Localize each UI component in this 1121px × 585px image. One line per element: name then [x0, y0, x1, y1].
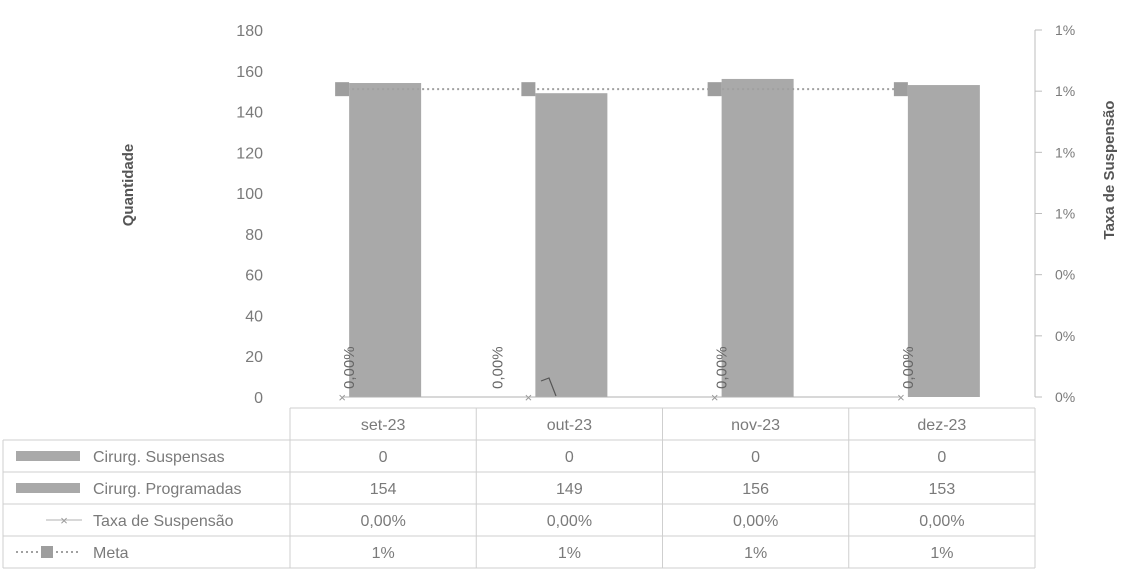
meta-marker — [893, 82, 908, 97]
lines-group: × × × × — [335, 82, 908, 405]
y-left-tick-label: 140 — [236, 105, 263, 122]
x-category-label: nov-23 — [731, 417, 780, 434]
table-cell-value: 1% — [744, 545, 767, 562]
table-cell-value: 0 — [379, 449, 388, 466]
bar-cirurg-programadas — [721, 78, 794, 397]
y-left-tick-label: 160 — [236, 64, 263, 81]
table-cell-value: 0,00% — [360, 513, 405, 530]
legend-series-name: Meta — [93, 545, 129, 562]
y-right-tick-label: 1% — [1055, 22, 1075, 38]
y-left-tick-label: 100 — [236, 186, 263, 203]
y-right-tick-label: 1% — [1055, 144, 1075, 160]
y-right-tick-label: 1% — [1055, 206, 1075, 222]
legend-key-bar — [16, 483, 80, 493]
axes-group: 0 20 40 60 80 100 120 140 160 180 Quantidade 0% 0% 0%… — [120, 22, 1118, 407]
table-cell-value: 154 — [370, 481, 397, 498]
taxa-data-label: 0,00% — [489, 346, 506, 389]
table-cell-value: 153 — [929, 481, 956, 498]
taxa-data-label: 0,00% — [900, 346, 917, 389]
y-left-tick-label: 20 — [245, 349, 263, 366]
legend-series-name: Taxa de Suspensão — [93, 513, 234, 530]
taxa-marker: × — [525, 390, 533, 405]
legend-series-name: Cirurg. Suspensas — [93, 449, 225, 466]
y-right-tick-label: 0% — [1055, 389, 1075, 405]
x-category-label: out-23 — [547, 417, 592, 434]
legend-series-name: Cirurg. Programadas — [93, 481, 242, 498]
meta-marker — [521, 82, 536, 97]
legend-key-marker: × — [60, 513, 68, 528]
legend-key-marker — [41, 546, 53, 558]
y-left-tick-label: 0 — [254, 390, 263, 407]
taxa-data-label: 0,00% — [341, 346, 358, 389]
data-label-leader — [540, 377, 557, 397]
bar-cirurg-programadas — [535, 93, 608, 397]
y-left-tick-label: 60 — [245, 268, 263, 285]
table-cell-value: 1% — [372, 545, 395, 562]
y-left-tick-label: 80 — [245, 227, 263, 244]
table-cell-value: 0 — [751, 449, 760, 466]
y-left-axis-title: Quantidade — [120, 144, 137, 227]
y-left-tick-label: 120 — [236, 145, 263, 162]
taxa-marker: × — [338, 390, 346, 405]
taxa-data-label: 0,00% — [714, 346, 731, 389]
table-cell-value: 1% — [558, 545, 581, 562]
data-table: set-23 out-23 nov-23 dez-23 Cirurg. Suspensa… — [2, 407, 1036, 569]
meta-marker — [707, 82, 722, 97]
y-left-tick-label: 40 — [245, 308, 263, 325]
table-cell-value: 0 — [565, 449, 574, 466]
x-category-label: set-23 — [361, 417, 406, 434]
table-cell-value: 0 — [937, 449, 946, 466]
data-labels-group: 0,00% 0,00% 0,00% 0,00% — [341, 346, 917, 397]
taxa-marker: × — [711, 390, 719, 405]
x-category-label: dez-23 — [917, 417, 966, 434]
y-right-tick-label: 1% — [1055, 83, 1075, 99]
table-cell-value: 0,00% — [547, 513, 592, 530]
y-right-tick-label: 0% — [1055, 267, 1075, 283]
y-right-tick-label: 0% — [1055, 328, 1075, 344]
bars-group — [349, 78, 980, 398]
bar-cirurg-programadas — [907, 85, 980, 398]
table-cell-value: 149 — [556, 481, 583, 498]
table-cell-value: 1% — [930, 545, 953, 562]
table-cell-value: 0,00% — [919, 513, 964, 530]
taxa-marker: × — [897, 390, 905, 405]
meta-marker — [335, 82, 350, 97]
bar-cirurg-programadas — [349, 83, 422, 397]
y-right-axis-title: Taxa de Suspensão — [1101, 101, 1118, 240]
legend-key-bar — [16, 451, 80, 461]
y-left-tick-label: 180 — [236, 23, 263, 40]
table-cell-value: 0,00% — [733, 513, 778, 530]
table-cell-value: 156 — [742, 481, 769, 498]
